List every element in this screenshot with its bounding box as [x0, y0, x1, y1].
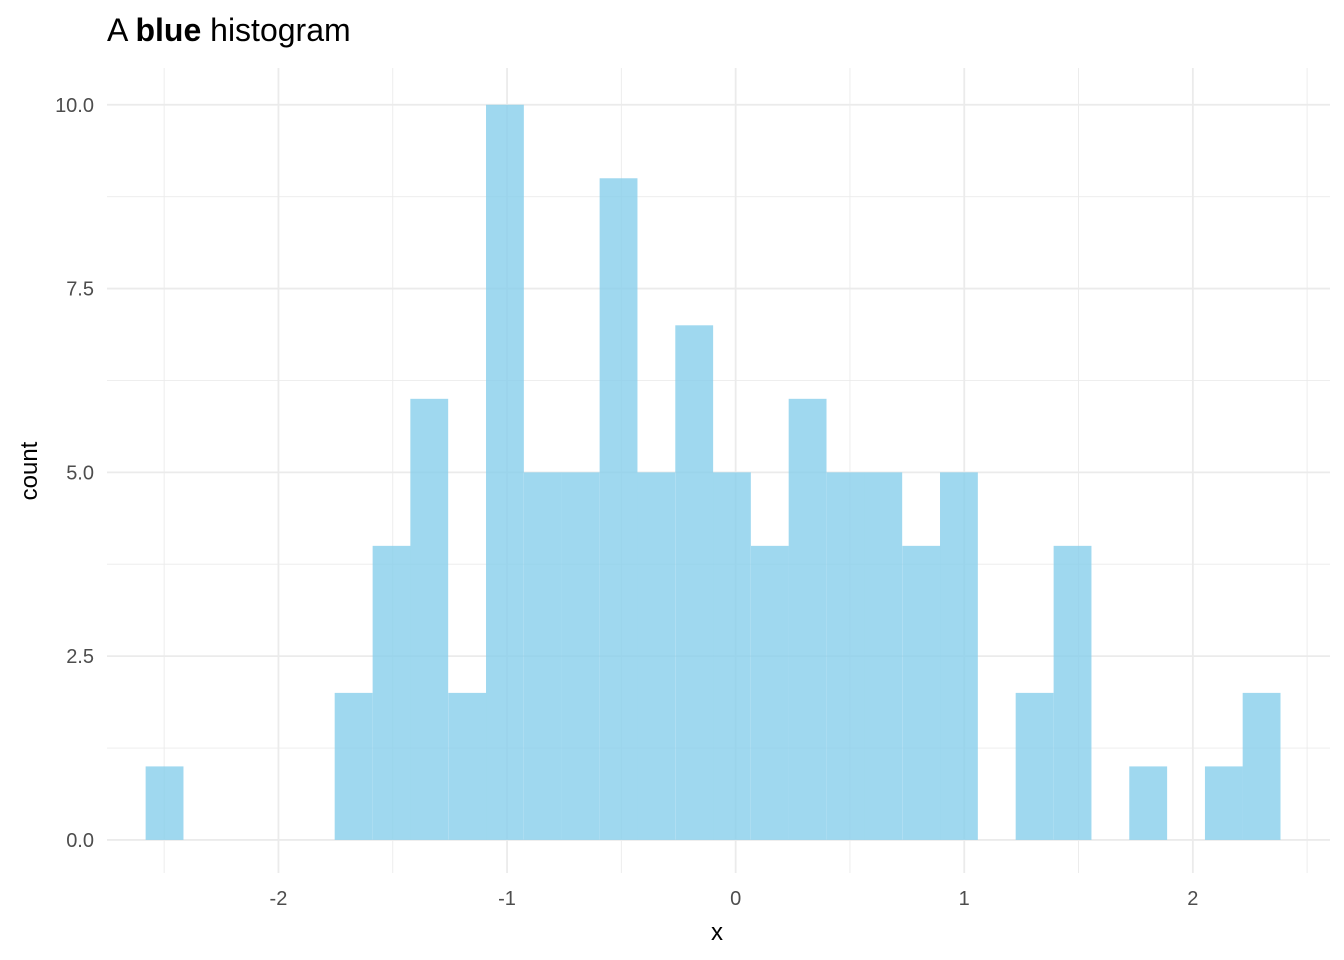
chart-title-emphasis: blue: [135, 12, 201, 48]
histogram-bar: [486, 104, 524, 840]
histogram-bar: [864, 472, 903, 840]
histogram-bar: [826, 472, 865, 840]
x-tick-label: 2: [1187, 888, 1198, 910]
histogram-bar: [713, 472, 751, 840]
x-axis-ticks: -2 -1 0 1 2: [270, 888, 1199, 910]
chart-title-part-3: histogram: [201, 12, 350, 48]
y-tick-label: 0.0: [66, 830, 94, 852]
y-tick-label: 7.5: [66, 279, 94, 301]
histogram-bars: [145, 104, 1281, 840]
histogram-bar: [561, 472, 600, 840]
y-tick-label: 2.5: [66, 646, 94, 668]
x-tick-label: 0: [730, 888, 741, 910]
x-axis-title: x: [711, 919, 723, 946]
histogram-bar: [410, 398, 449, 840]
histogram-bar: [1242, 692, 1281, 840]
histogram-bar: [1015, 692, 1054, 840]
histogram-bar: [1053, 545, 1092, 840]
histogram-bar: [145, 766, 184, 840]
chart-title: A blue histogram: [107, 12, 351, 48]
y-tick-label: 5.0: [66, 462, 94, 484]
histogram-bar: [788, 398, 827, 840]
histogram-bar: [599, 178, 638, 840]
histogram-bar: [372, 545, 411, 840]
histogram-bar: [1204, 766, 1243, 840]
y-axis-ticks: 0.0 2.5 5.0 7.5 10.0: [55, 95, 94, 852]
histogram-bar: [523, 472, 562, 840]
y-axis-title: count: [16, 441, 43, 500]
histogram-bar: [334, 692, 373, 840]
y-tick-label: 10.0: [55, 95, 94, 117]
histogram-bar: [448, 692, 487, 840]
x-tick-label: -1: [498, 888, 516, 910]
histogram-bar: [637, 472, 676, 840]
histogram-bar: [675, 325, 714, 840]
histogram-bar: [902, 545, 941, 840]
histogram-bar: [940, 472, 978, 840]
histogram-bar: [1129, 766, 1168, 840]
x-tick-label: -2: [270, 888, 288, 910]
chart-title-part-1: A: [107, 12, 135, 48]
histogram-bar: [750, 545, 789, 840]
x-tick-label: 1: [959, 888, 970, 910]
